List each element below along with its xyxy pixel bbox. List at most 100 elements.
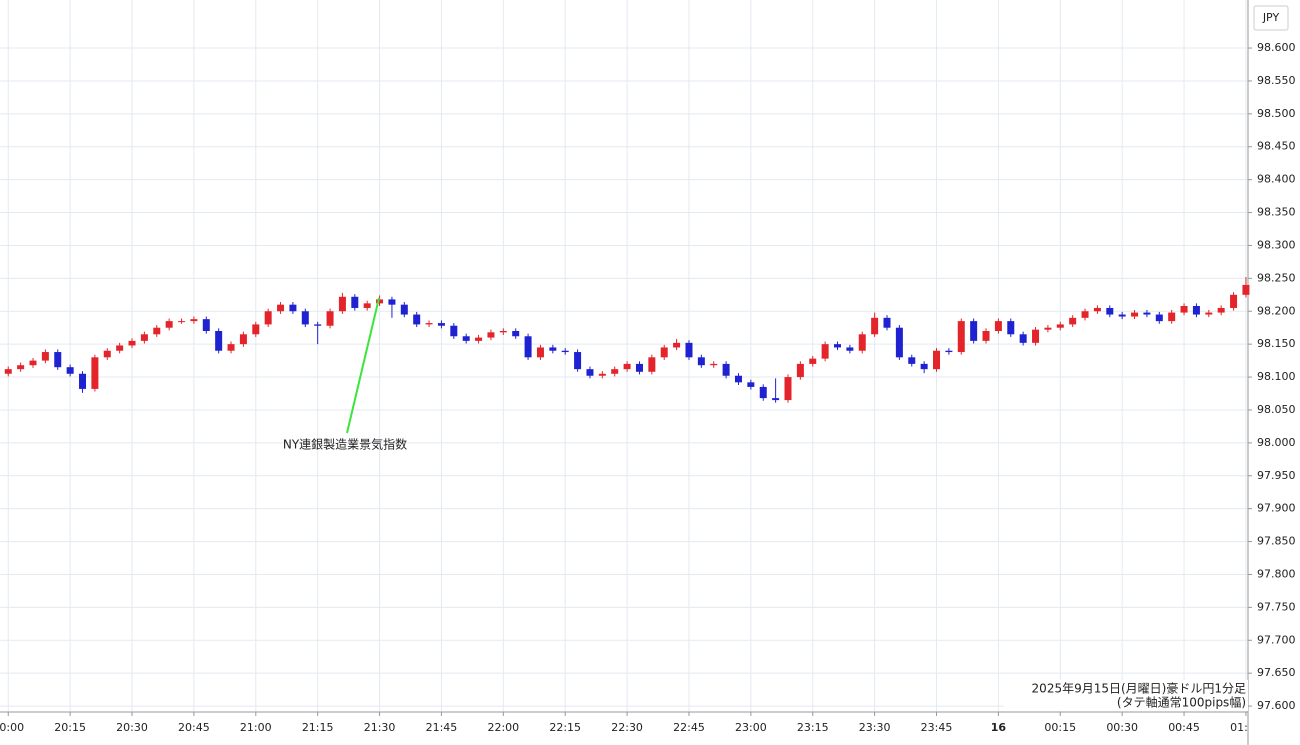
- candle-body: [945, 350, 953, 353]
- candle-body: [1131, 312, 1139, 317]
- candle-body: [1192, 305, 1200, 315]
- x-tick-label: 23:30: [859, 721, 891, 734]
- candle-body: [635, 363, 643, 372]
- caption: 2025年9月15日(月曜日)豪ドル円1分足: [1032, 681, 1246, 696]
- x-tick-label: 20:00: [0, 721, 24, 734]
- candle-body: [400, 304, 408, 315]
- x-tick-label: 16: [991, 721, 1007, 734]
- y-tick-label: 97.750: [1257, 600, 1296, 613]
- x-tick-label: 23:00: [735, 721, 767, 734]
- y-tick-label: 97.900: [1257, 502, 1296, 515]
- y-tick-label: 97.950: [1257, 469, 1296, 482]
- candle-body: [982, 330, 990, 341]
- candle-body: [673, 342, 681, 348]
- candle-body: [1205, 312, 1213, 315]
- candle-body: [1242, 284, 1250, 295]
- x-tick-label: 21:30: [364, 721, 396, 734]
- candle-body: [388, 299, 396, 305]
- candle-body: [277, 304, 285, 312]
- x-tick-label: 21:45: [426, 721, 458, 734]
- candle-body: [759, 386, 767, 399]
- annotation: NY連銀製造業景気指数: [283, 437, 407, 452]
- annotation-pointer: [346, 297, 380, 434]
- candle-body: [314, 324, 322, 326]
- candle-body: [1118, 314, 1126, 317]
- candle-body: [722, 363, 730, 376]
- x-tick-label: 01:00: [1230, 721, 1262, 734]
- candle-body: [1081, 311, 1089, 318]
- x-tick-label: 23:45: [921, 721, 953, 734]
- candle-body: [264, 311, 272, 325]
- candle-body: [1217, 307, 1225, 313]
- candle-body: [215, 330, 223, 351]
- candle-body: [846, 347, 854, 351]
- candle-body: [17, 365, 25, 370]
- candle-body: [1019, 334, 1027, 343]
- unit-box: [1253, 5, 1289, 31]
- y-tick-label: 98.450: [1257, 140, 1296, 153]
- candle-body: [1032, 329, 1040, 343]
- x-tick-label: 20:15: [54, 721, 86, 734]
- candle-body: [1007, 321, 1015, 335]
- candle-body: [549, 347, 557, 351]
- candle-body: [351, 296, 359, 308]
- y-tick-label: 98.600: [1257, 41, 1296, 54]
- candle-body: [871, 317, 879, 335]
- candle-body: [1143, 312, 1151, 315]
- y-tick-label: 98.500: [1257, 107, 1296, 120]
- candle-body: [202, 319, 210, 331]
- candle-body: [190, 319, 198, 322]
- candle-body: [326, 311, 334, 326]
- candle-body: [957, 321, 965, 353]
- candle-body: [363, 303, 371, 308]
- candle-body: [66, 367, 74, 374]
- x-tick-label: 21:00: [240, 721, 272, 734]
- candle-body: [623, 363, 631, 370]
- candle-body: [734, 375, 742, 383]
- y-tick-label: 98.250: [1257, 271, 1296, 284]
- candle-body: [140, 334, 148, 341]
- candle-body: [4, 369, 12, 374]
- y-tick-label: 98.100: [1257, 370, 1296, 383]
- x-tick-label: 00:45: [1168, 721, 1200, 734]
- y-tick-label: 98.200: [1257, 304, 1296, 317]
- candle-body: [611, 369, 619, 374]
- candle-body: [1106, 307, 1114, 315]
- y-tick-label: 98.000: [1257, 436, 1296, 449]
- candle-body: [685, 342, 693, 358]
- candle-body: [858, 334, 866, 351]
- y-tick-label: 98.350: [1257, 206, 1296, 219]
- candle-body: [809, 358, 817, 364]
- x-tick-label: 20:30: [116, 721, 148, 734]
- candle-body: [475, 337, 483, 341]
- candle-body: [450, 325, 458, 337]
- x-tick-label: 00:30: [1106, 721, 1138, 734]
- candle-body: [499, 330, 507, 333]
- candle-body: [933, 350, 941, 370]
- candle-body: [437, 323, 445, 326]
- candle-body: [536, 347, 544, 358]
- candle-body: [784, 377, 792, 401]
- candle-body: [376, 299, 384, 304]
- candle-body: [1230, 294, 1238, 308]
- y-tick-label: 97.850: [1257, 535, 1296, 548]
- candle-body: [301, 311, 309, 325]
- candle-body: [91, 357, 99, 389]
- candle-body: [920, 363, 928, 370]
- y-tick-label: 98.400: [1257, 173, 1296, 186]
- x-tick-label: 22:15: [549, 721, 581, 734]
- candle-body: [338, 296, 346, 312]
- candles: [4, 277, 1250, 403]
- candle-body: [54, 352, 62, 368]
- candle-body: [994, 321, 1002, 331]
- candle-body: [425, 323, 433, 325]
- candle-body: [512, 330, 520, 337]
- x-tick-label: 22:45: [673, 721, 705, 734]
- candle-body: [1056, 324, 1064, 328]
- candle-body: [116, 345, 124, 351]
- candle-body: [883, 317, 891, 328]
- y-tick-label: 97.700: [1257, 633, 1296, 646]
- candle-body: [227, 344, 235, 351]
- candle-body: [660, 347, 668, 358]
- candle-body: [165, 321, 173, 328]
